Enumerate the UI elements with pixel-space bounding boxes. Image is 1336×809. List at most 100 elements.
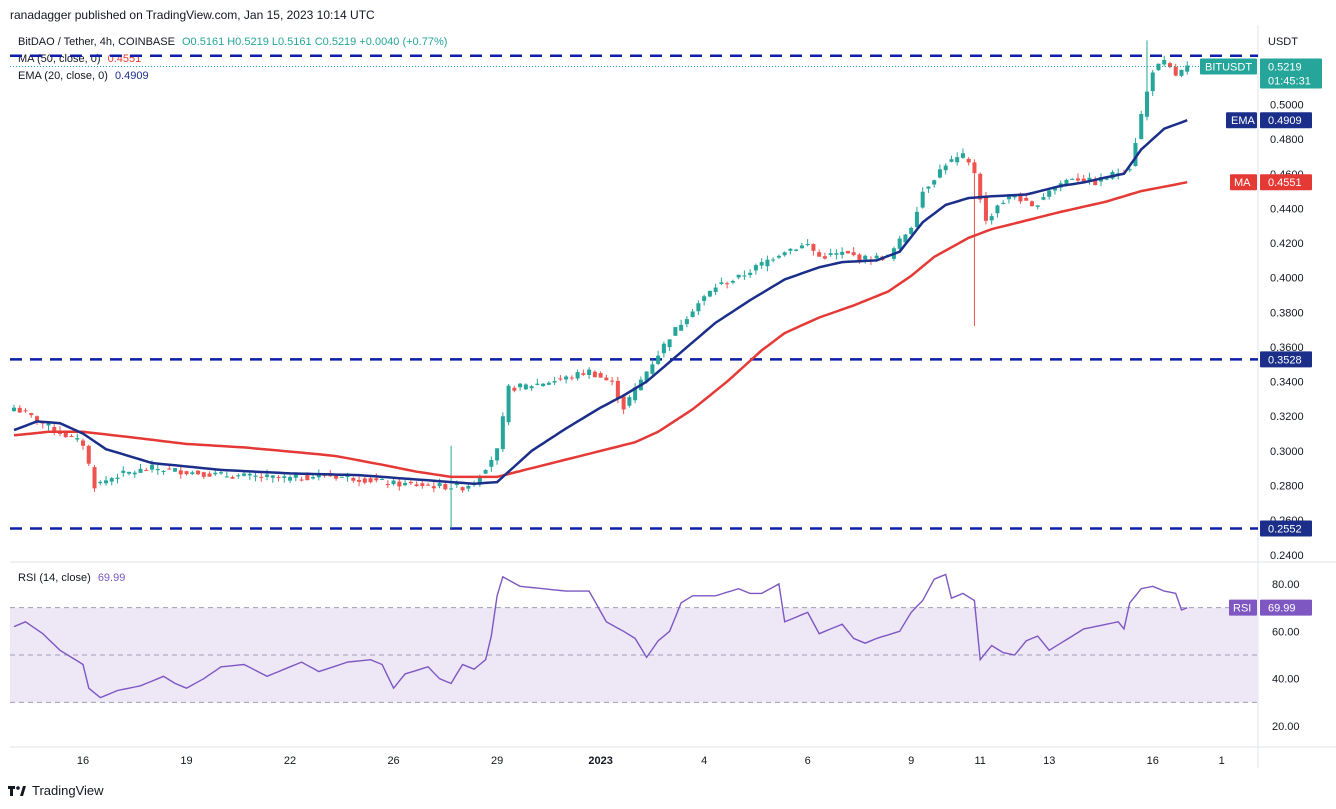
ma-price-tag (1260, 174, 1312, 191)
candle-body (121, 470, 126, 473)
candle-body (81, 440, 86, 446)
candle-body (115, 477, 120, 479)
candle-body (132, 472, 137, 475)
candle-body (63, 432, 68, 438)
candle-body (615, 380, 620, 399)
candle-body (29, 413, 34, 416)
candle-body (495, 448, 500, 461)
candle-body (610, 380, 615, 382)
rsi-value: 69.99 (97, 572, 126, 584)
candle-body (914, 211, 919, 228)
candle-body (362, 478, 367, 483)
candle-body (1185, 65, 1190, 72)
candle-body (357, 479, 362, 482)
candle-body (564, 376, 569, 380)
candle-body (242, 473, 247, 476)
time-axis: 16 19 22 26 29 2023 4 6 9 11 13 16 1 (77, 755, 1225, 767)
candle-body (155, 468, 160, 471)
candle-body (817, 252, 822, 257)
candle-body (219, 472, 224, 474)
candle-body (730, 280, 735, 283)
candle-body (765, 259, 770, 267)
candle-body (845, 250, 850, 254)
candle-body (1093, 180, 1098, 186)
candle-body (707, 290, 712, 297)
level-price-tag (1260, 520, 1312, 537)
candle-body (190, 472, 195, 474)
candle-body (512, 387, 517, 391)
candle-body (230, 477, 235, 479)
time-tick-label: 13 (1043, 755, 1055, 767)
ohlc-values: O0.5161 H0.5219 L0.5161 C0.5219 +0.0040 … (181, 36, 448, 48)
candle-body (558, 378, 563, 380)
candle-body (788, 248, 793, 251)
candle-body (581, 373, 586, 375)
candle-body (144, 470, 149, 472)
candle-body (385, 483, 390, 485)
candle-body (926, 186, 931, 189)
candle-body (949, 159, 954, 162)
candle-body (1047, 190, 1052, 197)
candle-body (690, 311, 695, 318)
countdown-label: 01:45:31 (1268, 76, 1311, 88)
candle-body (299, 479, 304, 481)
candle-body (506, 385, 511, 423)
level-price-tag (1260, 351, 1312, 368)
candle-body (995, 205, 1000, 214)
candle-body (753, 265, 758, 271)
candle-body (1081, 178, 1086, 183)
candle-body (1018, 194, 1023, 202)
candle-body (857, 254, 862, 261)
candle-body (937, 169, 942, 178)
rsi-tick-label: 60.00 (1272, 626, 1300, 638)
candle-body (656, 355, 661, 364)
candle-body (972, 162, 977, 174)
candle-body (282, 476, 287, 479)
candle-body (236, 475, 241, 477)
candle-body (270, 475, 275, 478)
rsi-tick-label: 40.00 (1272, 674, 1300, 686)
price-tick-label: 0.4800 (1270, 134, 1304, 146)
candle-body (771, 259, 776, 261)
candle-body (518, 383, 523, 388)
candle-body (316, 474, 321, 478)
candle-body (454, 483, 459, 486)
candle-body (684, 319, 689, 325)
time-tick-label: 11 (974, 755, 985, 767)
candle-body (983, 195, 988, 221)
candle-body (598, 373, 603, 378)
candle-body (443, 484, 448, 490)
candle-body (1087, 177, 1092, 180)
candle-body (259, 476, 264, 478)
candle-body (150, 464, 155, 470)
candle-body (604, 377, 609, 381)
candle-body (1001, 202, 1006, 204)
candle-body (201, 472, 206, 477)
candle-body (759, 262, 764, 266)
candle-body (1064, 179, 1069, 185)
price-tick-label: 0.4000 (1270, 273, 1304, 285)
candle-body (86, 445, 91, 464)
candle-body (748, 272, 753, 276)
candle-body (460, 487, 465, 491)
candle-body (989, 216, 994, 221)
candle-body (1075, 178, 1080, 181)
candle-body (1173, 66, 1178, 76)
candle-body (1035, 205, 1040, 207)
candle-body (696, 303, 701, 312)
candle-body (345, 475, 350, 478)
rsi-line (13, 573, 1188, 699)
price-tick-label: 0.2800 (1270, 481, 1304, 493)
candle-body (253, 475, 258, 477)
brand-name: TradingView (32, 783, 104, 798)
candle-body (265, 474, 270, 477)
candle-body (799, 245, 804, 249)
candle-body (932, 180, 937, 185)
candle-body (23, 410, 28, 412)
level-price-label: 0.3528 (1268, 354, 1302, 366)
candle-body (587, 369, 592, 376)
ma-tag-label: MA (1234, 177, 1251, 189)
symbol-tag (1200, 58, 1257, 75)
candle-body (351, 477, 356, 481)
